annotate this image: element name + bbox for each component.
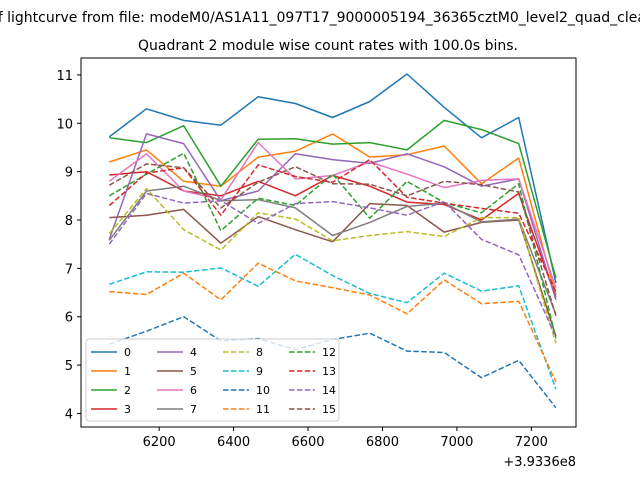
series-line-15: [108, 163, 557, 317]
legend-label-13: 13: [322, 365, 336, 378]
plot-area: [108, 73, 557, 409]
legend-label-10: 10: [256, 384, 270, 397]
legend-label-2: 2: [124, 384, 131, 397]
series-line-14: [108, 192, 557, 338]
x-tick-label: 7000: [440, 435, 473, 450]
series-line-1: [109, 133, 557, 296]
y-tick-label: 8: [65, 214, 73, 229]
legend-label-1: 1: [124, 365, 131, 378]
series-line-11: [109, 262, 557, 383]
legend-label-11: 11: [256, 403, 270, 416]
x-tick-label: 6200: [143, 435, 176, 450]
legend-box: [85, 338, 340, 422]
legend-label-6: 6: [190, 384, 197, 397]
legend-label-8: 8: [256, 346, 263, 359]
x-tick-label: 6400: [217, 435, 250, 450]
series-line-0: [108, 73, 557, 284]
legend-label-12: 12: [322, 346, 336, 359]
series-line-12: [108, 152, 557, 339]
legend-label-14: 14: [322, 384, 336, 397]
legend-label-3: 3: [124, 403, 131, 416]
series-line-6: [108, 141, 557, 288]
series-line-9: [109, 253, 557, 390]
y-tick-label: 10: [56, 117, 73, 132]
y-tick-label: 9: [65, 166, 73, 181]
x-tick-label: 6600: [291, 435, 324, 450]
y-tick-label: 7: [65, 262, 73, 277]
x-tick-label: 7200: [515, 435, 548, 450]
series-line-8: [108, 187, 557, 344]
y-tick-label: 5: [65, 359, 73, 374]
y-tick-label: 6: [65, 311, 73, 326]
legend-label-7: 7: [190, 403, 197, 416]
x-tick-label: 6800: [366, 435, 399, 450]
axes-title: Quadrant 2 module wise count rates with …: [138, 38, 518, 54]
series-line-2: [109, 119, 557, 279]
legend-label-4: 4: [190, 346, 197, 359]
legend-label-0: 0: [124, 346, 131, 359]
x-offset-text: +3.9336e8: [503, 455, 576, 470]
legend-label-5: 5: [190, 365, 197, 378]
legend-label-15: 15: [322, 403, 336, 416]
y-tick-label: 4: [65, 407, 73, 422]
figure-suptitle: Plot of lightcurve from file: modeM0/AS1…: [0, 10, 640, 26]
legend-label-9: 9: [256, 365, 263, 378]
axes-frame: [80, 57, 577, 428]
series-line-4: [108, 133, 557, 301]
series-line-7: [108, 185, 557, 315]
y-tick-label: 11: [56, 69, 73, 84]
